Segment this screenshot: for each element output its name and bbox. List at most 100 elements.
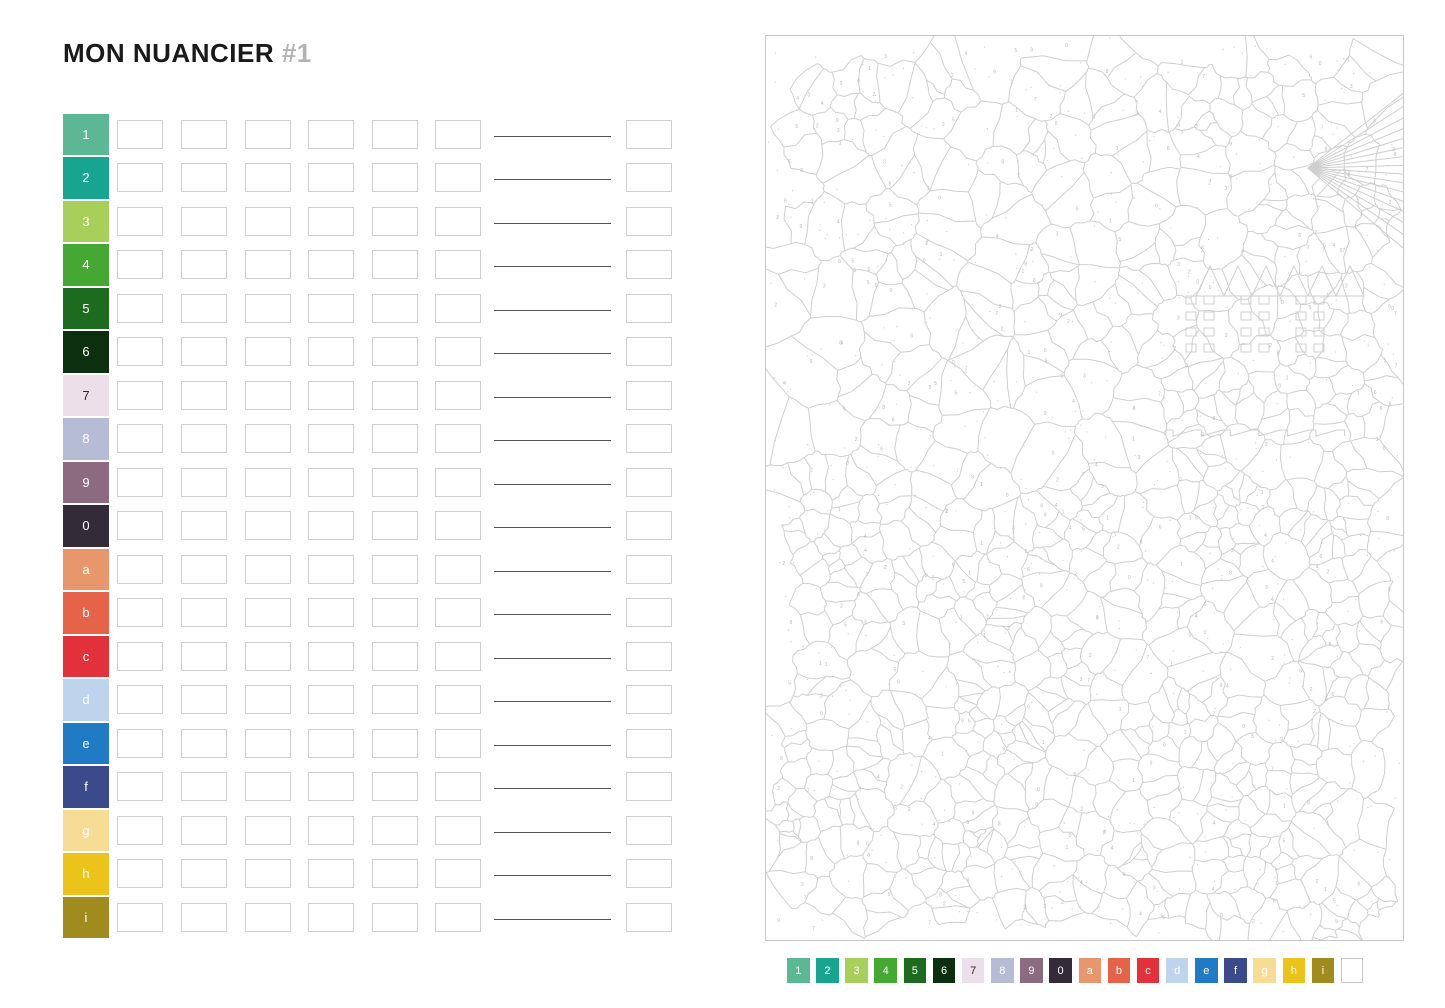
svg-text:4: 4 xyxy=(821,101,824,107)
svg-text:8: 8 xyxy=(1329,642,1332,648)
svg-text:8: 8 xyxy=(939,892,942,898)
svg-text:2: 2 xyxy=(1025,549,1028,555)
svg-text:1: 1 xyxy=(1132,437,1135,443)
svg-text:0: 0 xyxy=(1069,833,1072,839)
svg-text:5: 5 xyxy=(1333,899,1336,905)
svg-text:1: 1 xyxy=(839,141,842,147)
svg-text:5: 5 xyxy=(955,390,958,396)
svg-text:1: 1 xyxy=(1022,269,1025,275)
svg-text:9: 9 xyxy=(888,892,891,898)
svg-text:2: 2 xyxy=(777,786,780,792)
svg-text:8: 8 xyxy=(1307,800,1310,806)
svg-text:1: 1 xyxy=(1028,350,1031,356)
svg-text:4: 4 xyxy=(1080,880,1083,886)
svg-text:0: 0 xyxy=(1052,450,1055,456)
svg-text:1: 1 xyxy=(1324,887,1327,893)
svg-text:7: 7 xyxy=(1087,678,1090,684)
svg-text:5: 5 xyxy=(1335,919,1338,925)
svg-text:1: 1 xyxy=(1116,146,1119,152)
svg-text:9: 9 xyxy=(857,841,860,847)
svg-text:7: 7 xyxy=(995,311,998,317)
svg-text:0: 0 xyxy=(1044,348,1047,354)
svg-text:0: 0 xyxy=(1319,61,1322,67)
svg-text:7: 7 xyxy=(1180,478,1183,484)
svg-text:9: 9 xyxy=(925,573,928,579)
svg-text:1: 1 xyxy=(819,661,822,667)
svg-text:6: 6 xyxy=(1358,882,1361,888)
svg-text:9: 9 xyxy=(836,118,839,124)
svg-text:1: 1 xyxy=(859,787,862,793)
svg-text:3: 3 xyxy=(908,381,911,387)
svg-text:0: 0 xyxy=(800,168,803,174)
svg-text:9: 9 xyxy=(1123,872,1126,878)
svg-text:2: 2 xyxy=(1252,919,1255,925)
svg-text:5: 5 xyxy=(838,259,841,265)
svg-text:0: 0 xyxy=(820,712,823,718)
svg-text:7: 7 xyxy=(1082,472,1085,478)
svg-text:7: 7 xyxy=(1343,248,1346,254)
svg-text:2: 2 xyxy=(986,615,989,621)
svg-text:7: 7 xyxy=(1366,167,1369,173)
svg-text:2: 2 xyxy=(840,604,843,610)
svg-text:1: 1 xyxy=(1010,79,1013,85)
svg-text:9: 9 xyxy=(1096,615,1099,621)
svg-text:2: 2 xyxy=(1023,905,1026,911)
svg-text:8: 8 xyxy=(1040,504,1043,510)
svg-text:3: 3 xyxy=(1350,84,1353,90)
svg-text:2: 2 xyxy=(1089,653,1092,659)
svg-text:1: 1 xyxy=(1062,509,1065,515)
svg-text:0: 0 xyxy=(1340,248,1343,254)
svg-text:2: 2 xyxy=(943,901,946,907)
svg-text:9: 9 xyxy=(1002,747,1005,753)
svg-text:0: 0 xyxy=(1220,683,1223,689)
svg-text:6: 6 xyxy=(952,562,955,568)
svg-text:2: 2 xyxy=(1007,626,1010,632)
svg-text:5: 5 xyxy=(894,667,897,673)
svg-text:1: 1 xyxy=(1261,490,1264,496)
svg-text:6: 6 xyxy=(1389,402,1392,408)
svg-text:3: 3 xyxy=(837,128,840,134)
svg-text:4: 4 xyxy=(1241,249,1244,255)
svg-text:9: 9 xyxy=(1040,584,1043,590)
svg-text:2: 2 xyxy=(942,122,945,128)
svg-text:0: 0 xyxy=(1220,913,1223,919)
svg-text:4: 4 xyxy=(1213,821,1216,827)
svg-text:8: 8 xyxy=(910,334,913,340)
svg-text:1: 1 xyxy=(1106,516,1109,522)
svg-text:0: 0 xyxy=(923,258,926,264)
svg-text:0: 0 xyxy=(1033,278,1036,284)
svg-text:8: 8 xyxy=(1001,159,1004,165)
svg-text:0: 0 xyxy=(1383,446,1386,452)
svg-text:7: 7 xyxy=(1271,766,1274,772)
svg-text:8: 8 xyxy=(1386,516,1389,522)
svg-text:4: 4 xyxy=(1332,243,1335,249)
svg-text:5: 5 xyxy=(1283,839,1286,845)
svg-text:5: 5 xyxy=(853,268,856,274)
svg-text:4: 4 xyxy=(864,533,867,539)
svg-text:2: 2 xyxy=(1056,478,1059,484)
svg-text:8: 8 xyxy=(810,856,813,862)
svg-text:9: 9 xyxy=(800,224,803,230)
svg-text:9: 9 xyxy=(961,718,964,724)
svg-text:7: 7 xyxy=(1314,230,1317,236)
svg-text:9: 9 xyxy=(967,820,970,826)
svg-text:4: 4 xyxy=(1271,558,1274,564)
svg-text:7: 7 xyxy=(1307,245,1310,251)
svg-text:1: 1 xyxy=(825,662,828,668)
svg-text:0: 0 xyxy=(1185,363,1188,369)
svg-text:4: 4 xyxy=(1212,887,1215,893)
svg-text:7: 7 xyxy=(812,926,815,932)
svg-text:6: 6 xyxy=(788,159,791,165)
svg-text:7: 7 xyxy=(929,436,932,442)
svg-text:5: 5 xyxy=(952,117,955,123)
svg-text:1: 1 xyxy=(1347,58,1350,64)
svg-text:3: 3 xyxy=(1231,548,1234,554)
svg-text:6: 6 xyxy=(1320,554,1323,560)
svg-text:8: 8 xyxy=(1133,406,1136,412)
svg-text:1: 1 xyxy=(1275,881,1278,887)
svg-text:1: 1 xyxy=(866,572,869,578)
svg-text:8: 8 xyxy=(1024,261,1027,267)
svg-text:5: 5 xyxy=(1076,207,1079,213)
svg-text:8: 8 xyxy=(1325,146,1328,152)
svg-text:3: 3 xyxy=(1246,577,1249,583)
